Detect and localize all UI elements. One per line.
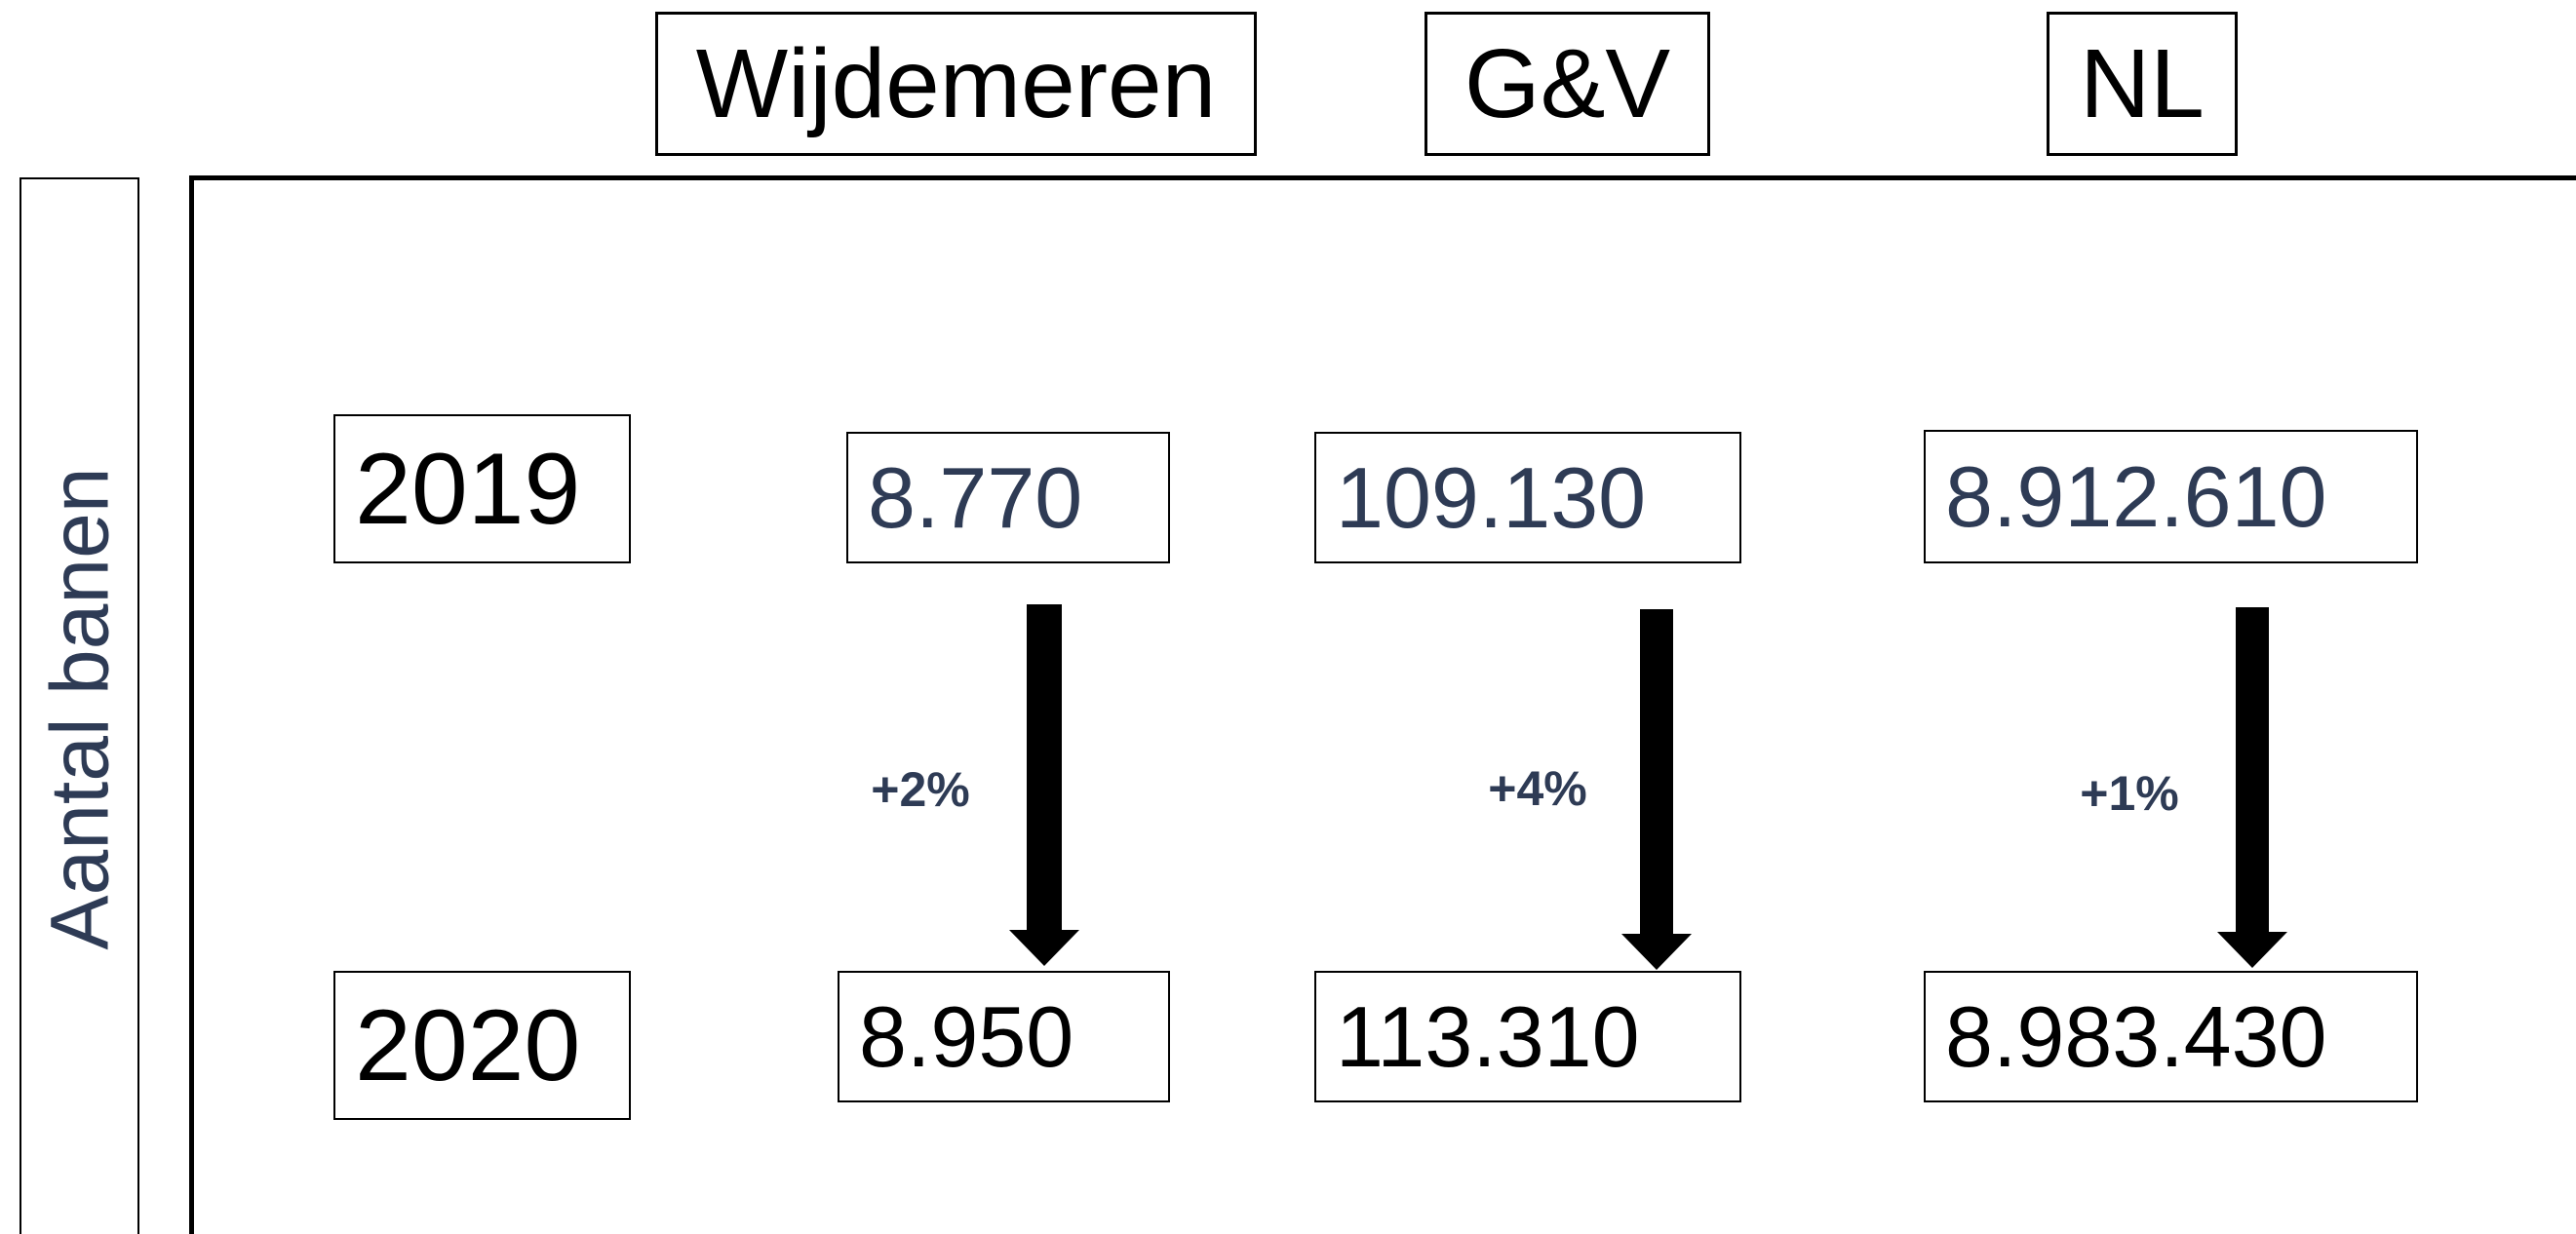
value-box: 8.950 [838,971,1170,1102]
year-label: 2020 [333,971,631,1120]
change-label: +2% [871,762,970,817]
column-header: G&V [1425,12,1710,156]
value-box: 109.130 [1314,432,1741,563]
arrow-head [1009,930,1079,966]
frame [189,175,2576,1234]
value-box: 8.770 [846,432,1170,563]
value-box: 8.983.430 [1924,971,2418,1102]
arrow-head [2217,932,2287,968]
side-label-box: Aantal banen [20,177,139,1234]
year-label: 2019 [333,414,631,563]
arrow-shaft [1027,604,1062,932]
arrow-head [1621,934,1692,970]
value-box: 113.310 [1314,971,1741,1102]
change-label: +1% [2080,766,2179,821]
column-header: NL [2047,12,2238,156]
value-box: 8.912.610 [1924,430,2418,563]
column-header: Wijdemeren [655,12,1257,156]
change-label: +4% [1488,761,1587,816]
arrow-shaft [1640,609,1673,936]
arrow-shaft [2236,607,2269,934]
